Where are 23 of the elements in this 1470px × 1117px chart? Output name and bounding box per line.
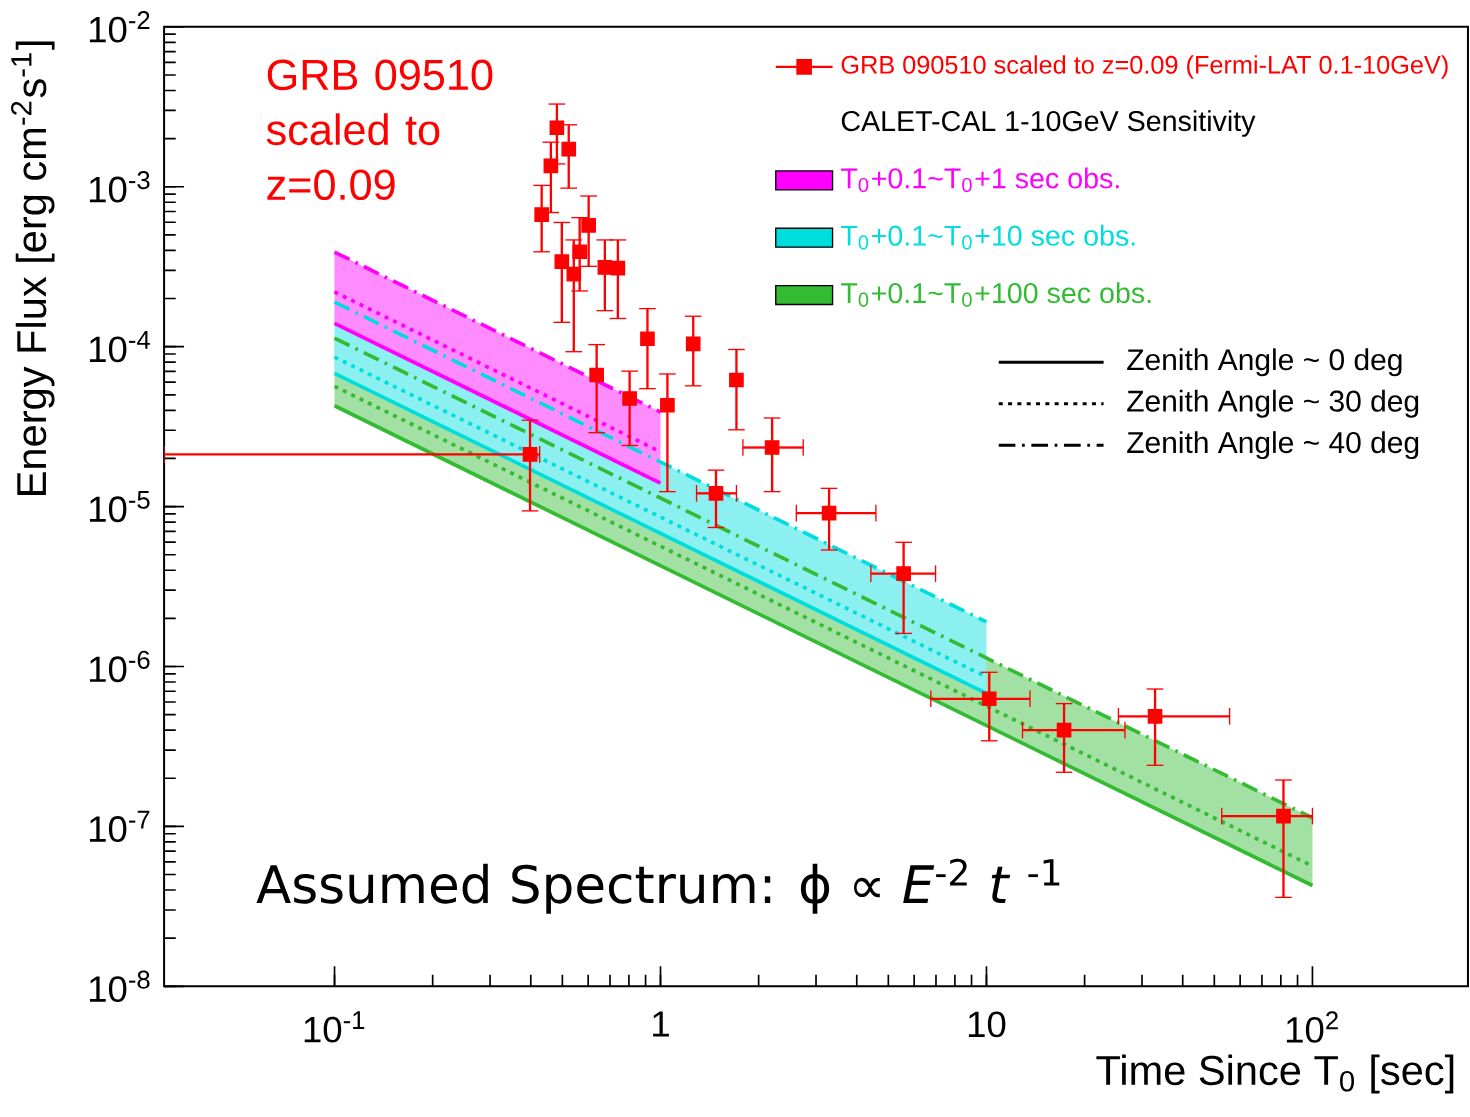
annotation: Assumed Spectrum: ϕ ∝ E$^{-2}$ t $^{-1}$ [256,858,1060,914]
legend-label: T$_{0}$+0.1~T$_{0}$+1 sec obs. [841,167,1119,193]
x-tick-label: 10$^{2}$ [1286,1011,1338,1043]
y-tick-label: 10$^{-3}$ [89,170,150,203]
y-tick-label: 10$^{-8}$ [89,970,150,1003]
x-tick-label: 10 [968,1011,1006,1038]
y-tick-label: 10$^{-4}$ [89,331,150,363]
x-axis-title: Time Since T$_{0}$ [sec] [1096,1054,1454,1094]
legend-label: GRB 090510 scaled to z=0.09 (Fermi-LAT 0.1-10GeV) [841,55,1448,79]
x-tick-label: 1 [653,1011,669,1037]
y-tick-label: 10$^{-2}$ [89,11,150,43]
y-tick-label: 10$^{-6}$ [89,650,150,683]
annotation: GRB 09510 scaled to z=0.09 [266,59,493,201]
annotation: Zenith Angle ~ 30 deg [1127,389,1419,418]
legend-label: T$_{0}$+0.1~T$_{0}$+100 sec obs. [841,282,1151,307]
y-tick-label: 10$^{-5}$ [89,490,150,523]
annotation: Zenith Angle ~ 40 deg [1127,431,1419,460]
y-axis-title: Energy Flux [erg cm$^{-2}$s$^{-1}$] [11,41,55,495]
annotation: Zenith Angle ~ 0 deg [1127,348,1402,377]
x-tick-label: 10$^{-1}$ [304,1011,365,1043]
y-tick-label: 10$^{-7}$ [89,810,150,842]
legend-label: T$_{0}$+0.1~T$_{0}$+10 sec obs. [841,224,1135,250]
legend-title: CALET-CAL 1-10GeV Sensitivity [841,110,1256,137]
